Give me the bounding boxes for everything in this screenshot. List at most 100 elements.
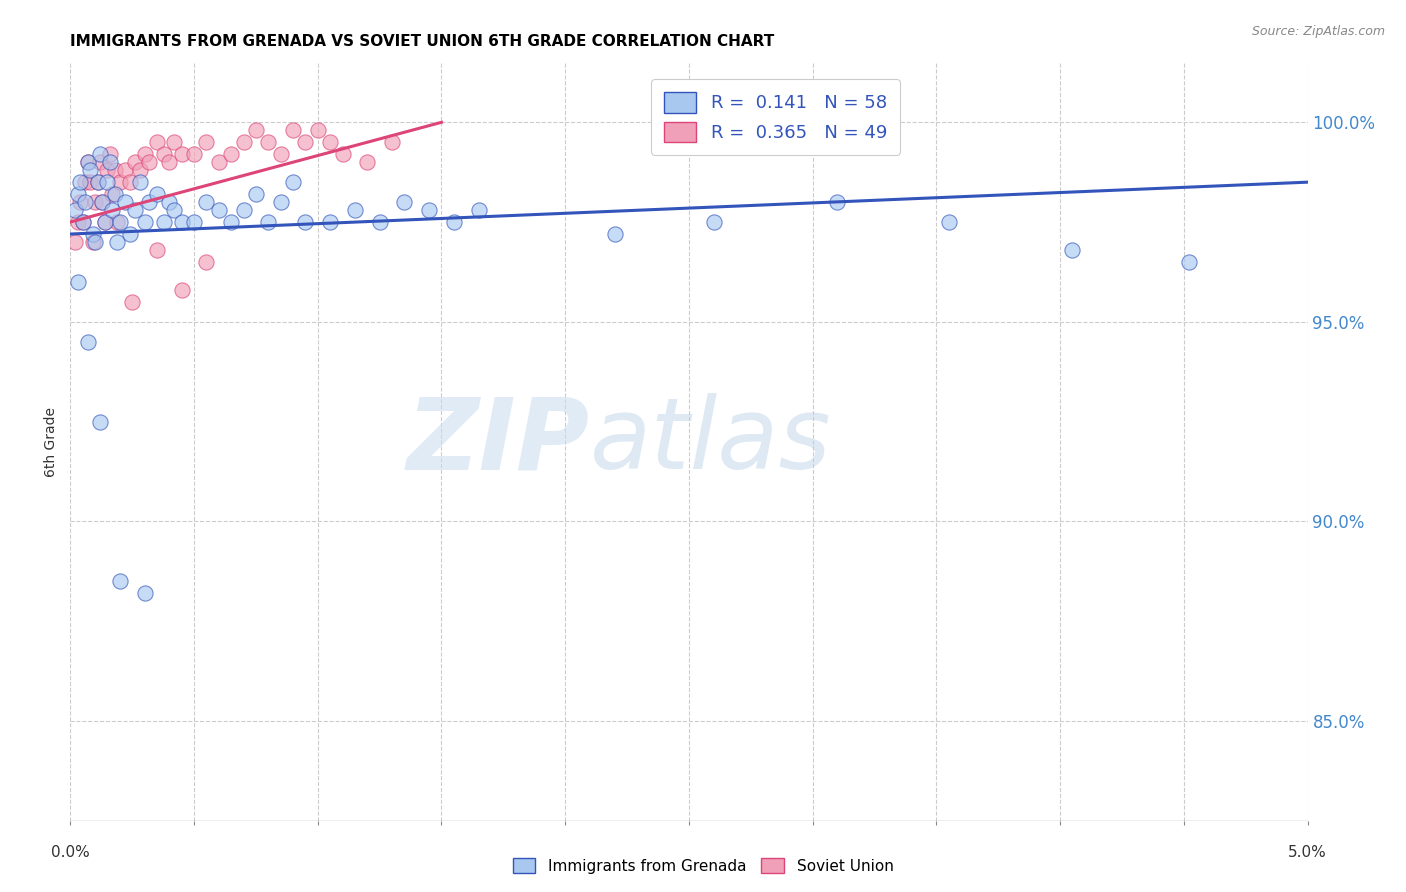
Point: [82, 227, 104, 241]
Point: [319, 215, 342, 229]
Point: [443, 215, 465, 229]
Point: [938, 215, 960, 229]
Point: [98, 147, 121, 161]
Point: [183, 215, 205, 229]
Point: [1062, 243, 1084, 257]
Legend: Immigrants from Grenada, Soviet Union: Immigrants from Grenada, Soviet Union: [506, 852, 900, 880]
Point: [84, 195, 107, 210]
Point: [170, 283, 193, 297]
Point: [183, 147, 205, 161]
Point: [108, 215, 131, 229]
Text: ZIP: ZIP: [406, 393, 591, 490]
Point: [157, 195, 180, 210]
Point: [356, 155, 378, 169]
Point: [66, 275, 89, 289]
Point: [146, 135, 169, 149]
Point: [128, 163, 150, 178]
Point: [134, 147, 156, 161]
Point: [270, 195, 292, 210]
Text: IMMIGRANTS FROM GRENADA VS SOVIET UNION 6TH GRADE CORRELATION CHART: IMMIGRANTS FROM GRENADA VS SOVIET UNION …: [70, 34, 775, 49]
Point: [208, 203, 231, 218]
Point: [108, 175, 131, 189]
Point: [170, 215, 193, 229]
Point: [146, 243, 169, 257]
Point: [65, 235, 87, 249]
Point: [245, 187, 267, 202]
Point: [134, 586, 156, 600]
Point: [603, 227, 626, 241]
Text: 0.0%: 0.0%: [51, 845, 90, 860]
Point: [66, 215, 89, 229]
Point: [108, 574, 131, 589]
Point: [703, 215, 725, 229]
Point: [232, 203, 254, 218]
Point: [124, 155, 146, 169]
Point: [394, 195, 416, 210]
Point: [94, 215, 117, 229]
Point: [91, 195, 114, 210]
Point: [96, 163, 118, 178]
Point: [86, 175, 108, 189]
Point: [114, 163, 136, 178]
Point: [75, 175, 97, 189]
Point: [195, 255, 218, 269]
Point: [72, 215, 94, 229]
Point: [157, 155, 180, 169]
Point: [94, 215, 117, 229]
Point: [467, 203, 489, 218]
Point: [270, 147, 292, 161]
Point: [72, 215, 94, 229]
Point: [219, 147, 242, 161]
Point: [69, 195, 91, 210]
Point: [146, 187, 169, 202]
Point: [105, 235, 128, 249]
Point: [89, 147, 111, 161]
Point: [257, 135, 280, 149]
Point: [101, 187, 124, 202]
Point: [170, 147, 193, 161]
Y-axis label: 6th Grade: 6th Grade: [45, 407, 59, 476]
Point: [75, 195, 97, 210]
Point: [101, 203, 124, 218]
Point: [153, 215, 176, 229]
Point: [153, 147, 176, 161]
Text: atlas: atlas: [591, 393, 831, 490]
Point: [418, 203, 440, 218]
Point: [245, 123, 267, 137]
Point: [138, 195, 160, 210]
Point: [105, 215, 128, 229]
Point: [138, 155, 160, 169]
Point: [65, 203, 87, 218]
Point: [134, 215, 156, 229]
Point: [219, 215, 242, 229]
Point: [121, 294, 143, 309]
Point: [381, 135, 404, 149]
Text: 5.0%: 5.0%: [1288, 845, 1327, 860]
Legend: R =  0.141   N = 58, R =  0.365   N = 49: R = 0.141 N = 58, R = 0.365 N = 49: [651, 79, 900, 155]
Point: [124, 203, 146, 218]
Point: [294, 215, 316, 229]
Point: [257, 215, 280, 229]
Point: [76, 155, 98, 169]
Point: [128, 175, 150, 189]
Point: [332, 147, 354, 161]
Point: [76, 334, 98, 349]
Point: [69, 175, 91, 189]
Point: [368, 215, 391, 229]
Point: [163, 203, 186, 218]
Point: [114, 195, 136, 210]
Point: [89, 415, 111, 429]
Point: [118, 227, 141, 241]
Point: [343, 203, 366, 218]
Point: [98, 155, 121, 169]
Point: [96, 175, 118, 189]
Point: [79, 175, 101, 189]
Point: [86, 175, 108, 189]
Point: [319, 135, 342, 149]
Point: [104, 187, 127, 202]
Point: [1178, 255, 1201, 269]
Point: [827, 195, 849, 210]
Point: [208, 155, 231, 169]
Point: [294, 135, 316, 149]
Point: [195, 195, 218, 210]
